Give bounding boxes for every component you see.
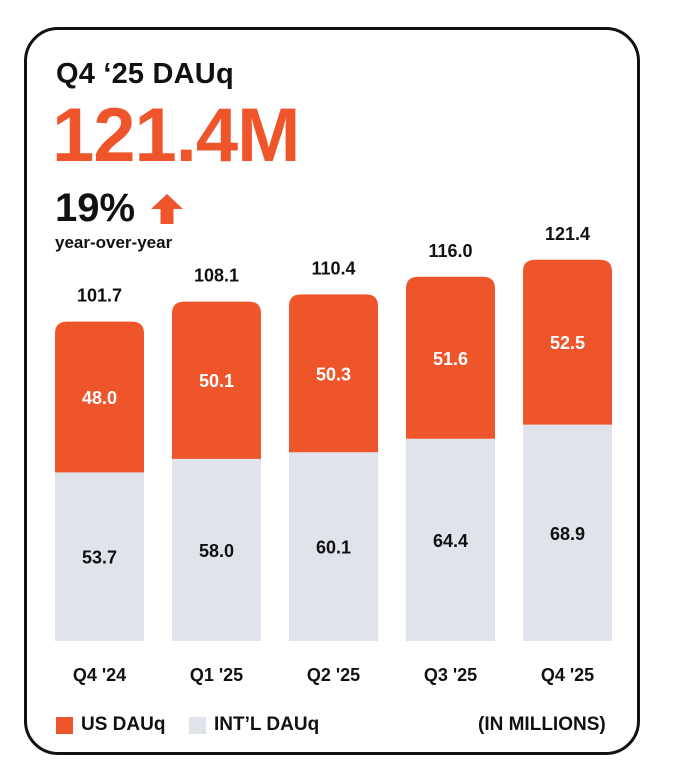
bar-total-label: 110.4: [311, 258, 355, 278]
bar-intl-label: 60.1: [316, 538, 351, 558]
bar-intl-label: 68.9: [550, 524, 585, 544]
kpi-value: 121.4M: [52, 93, 300, 178]
bar-us-segment: [406, 276, 495, 439]
bar-total-label: 121.4: [545, 224, 590, 244]
bar-intl-segment: [523, 424, 612, 641]
bar-us-segment: [55, 321, 144, 473]
legend-swatch-us: [56, 717, 73, 734]
bar-intl-label: 58.0: [199, 541, 234, 561]
x-tick-label: Q4 '24: [73, 665, 126, 685]
bar-intl-segment: [406, 438, 495, 641]
x-tick-label: Q1 '25: [190, 665, 243, 685]
legend-label-us: US DAUq: [81, 714, 166, 735]
bar-intl-segment: [172, 458, 261, 641]
x-tick-label: Q3 '25: [424, 665, 477, 685]
bar-us-segment: [523, 259, 612, 425]
legend-label-intl: INT’L DAUq: [214, 714, 320, 735]
kpi-title: Q4 ‘25 DAUq: [56, 58, 234, 90]
bar-intl-segment: [289, 452, 378, 641]
bar-total-label: 116.0: [428, 241, 472, 261]
bar-intl-label: 53.7: [82, 548, 117, 568]
bar-us-label: 48.0: [82, 388, 117, 408]
bar-total-label: 101.7: [77, 286, 122, 306]
bar-us-label: 50.3: [316, 364, 351, 384]
bar-us-segment: [289, 294, 378, 453]
arrow-up-icon: [151, 194, 183, 224]
x-tick-label: Q2 '25: [307, 665, 360, 685]
legend: US DAUq INT’L DAUq (IN MILLIONS): [0, 712, 674, 742]
bar-us-label: 51.6: [433, 349, 468, 369]
units-note: (IN MILLIONS): [478, 714, 606, 735]
yoy-percent: 19%: [55, 186, 136, 230]
bar-us-label: 52.5: [550, 333, 585, 353]
x-tick-label: Q4 '25: [541, 665, 594, 685]
bar-us-label: 50.1: [199, 371, 234, 391]
yoy-label: year-over-year: [55, 233, 173, 252]
legend-swatch-intl: [189, 717, 206, 734]
bar-total-label: 108.1: [194, 266, 239, 286]
bar-intl-segment: [55, 472, 144, 641]
bar-intl-label: 64.4: [433, 531, 468, 551]
bar-us-segment: [172, 301, 261, 459]
